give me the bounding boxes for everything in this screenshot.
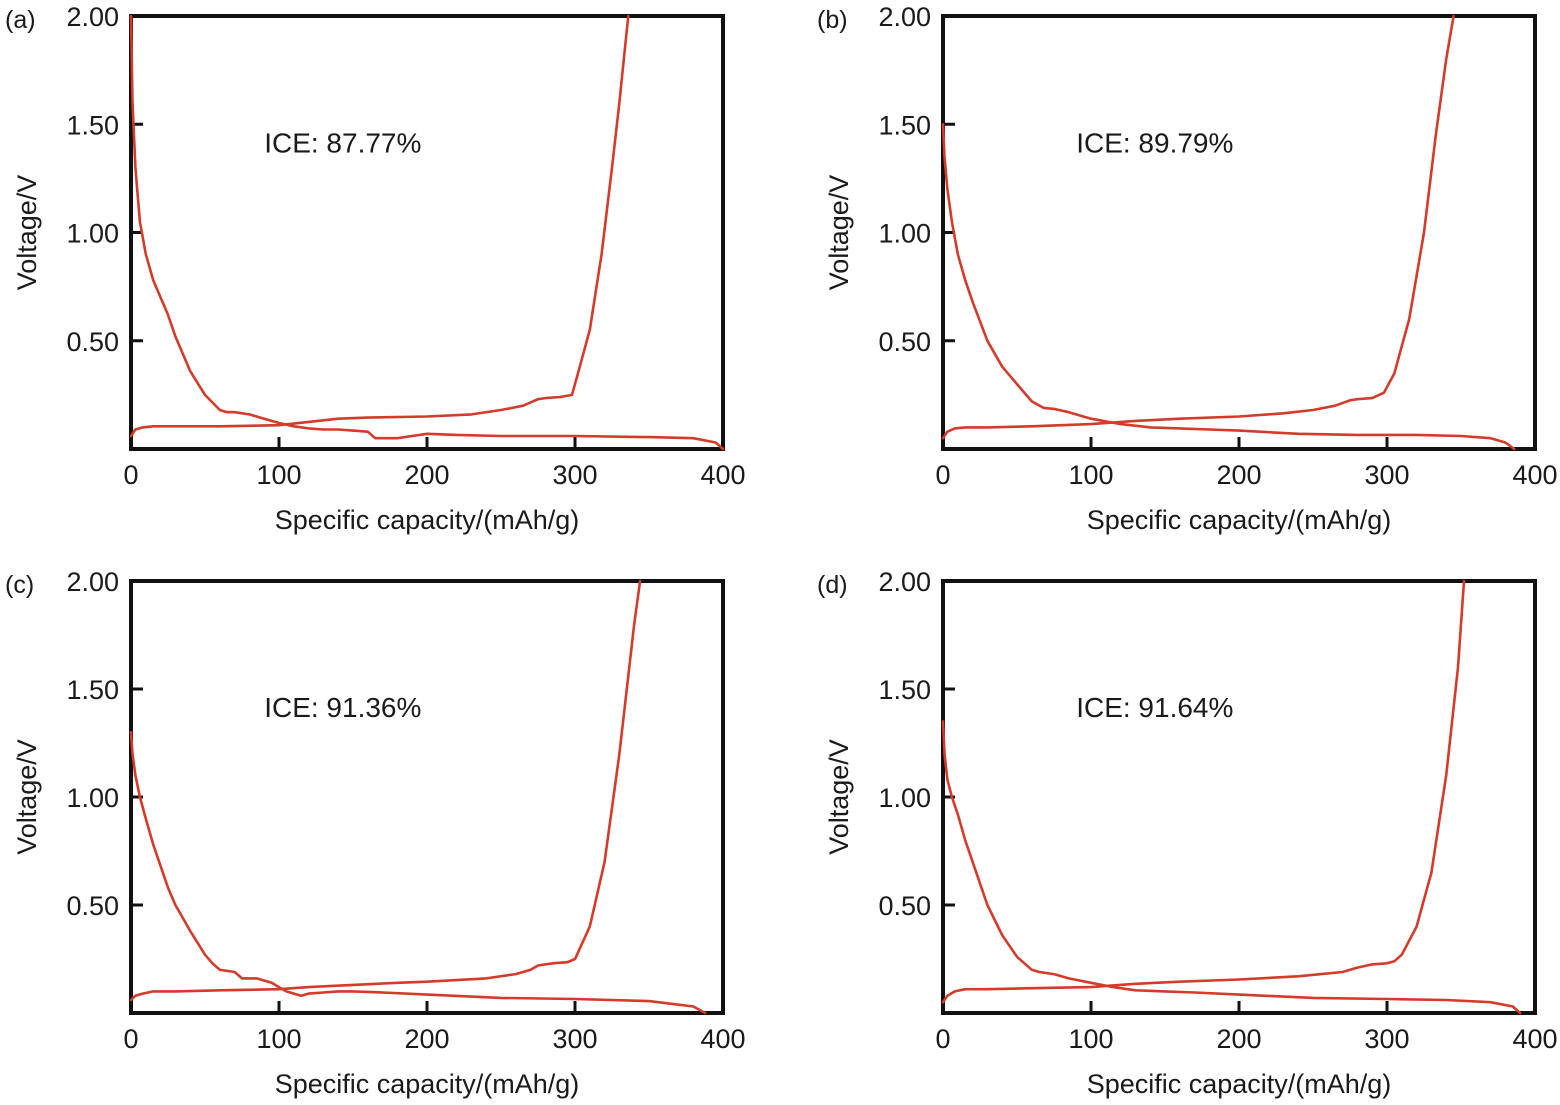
x-axis-label: Specific capacity/(mAh/g) [1087,1069,1392,1099]
panel-label: (b) [817,6,848,34]
x-tick-label: 0 [123,1024,138,1054]
charge-curve [941,14,1455,440]
ice-annotation: ICE: 91.36% [264,692,421,723]
x-tick-label: 400 [1512,1024,1557,1054]
y-tick-label: 1.00 [878,783,931,813]
y-axis-label: Voltage/V [12,175,42,291]
panel-label: (c) [5,571,34,599]
x-tick-label: 200 [404,460,449,490]
panel-label: (d) [817,571,848,599]
y-tick-label: 1.00 [66,219,119,249]
discharge-curve [941,123,1516,451]
y-tick-label: 1.00 [878,219,931,249]
y-tick-label: 1.50 [878,675,931,705]
x-axis-label: Specific capacity/(mAh/g) [275,1069,580,1099]
panel-a: 0 100 200 300 400 0.50 1.00 1.50 2.00 Specific ca… [5,2,746,535]
x-tick-label: 0 [935,1024,950,1054]
y-tick-label: 2.00 [66,567,119,597]
y-tick-label: 2.00 [878,567,931,597]
y-tick-label: 2.00 [878,2,931,32]
x-tick-label: 0 [935,460,950,490]
plot-frame [129,14,725,451]
x-tick-label: 300 [552,1024,597,1054]
panel-b: 0 100 200 300 400 0.50 1.00 1.50 2.00 Specific ca… [817,2,1558,535]
y-axis-label: Voltage/V [12,739,42,855]
x-tick-label: 100 [256,1024,301,1054]
x-tick-label: 200 [1216,1024,1261,1054]
discharge-curve [129,14,725,451]
y-tick-label: 1.50 [878,110,931,140]
x-tick-label: 400 [1512,460,1557,490]
plot-frame [941,14,1537,451]
x-axis-label: Specific capacity/(mAh/g) [275,505,580,535]
y-tick-label: 0.50 [66,327,119,357]
x-tick-label: 100 [256,460,301,490]
discharge-curve [129,730,707,1015]
plot-frame [941,579,1537,1015]
x-tick-label: 300 [1364,460,1409,490]
x-tick-label: 200 [404,1024,449,1054]
y-tick-label: 0.50 [878,891,931,921]
y-axis-label: Voltage/V [824,175,854,291]
x-tick-label: 100 [1068,460,1113,490]
ice-annotation: ICE: 89.79% [1076,127,1233,158]
x-tick-label: 400 [700,1024,745,1054]
x-tick-label: 100 [1068,1024,1113,1054]
x-axis-label: Specific capacity/(mAh/g) [1087,505,1392,535]
x-tick-label: 200 [1216,460,1261,490]
charge-curve [129,579,642,1002]
y-tick-label: 1.50 [66,110,119,140]
y-tick-label: 1.50 [66,675,119,705]
ice-annotation: ICE: 91.64% [1076,692,1233,723]
plot-frame [129,579,725,1015]
x-tick-label: 300 [552,460,597,490]
y-tick-label: 2.00 [66,2,119,32]
panel-label: (a) [5,6,36,34]
y-axis-label: Voltage/V [824,739,854,855]
y-tick-label: 1.00 [66,783,119,813]
charge-curve [941,579,1466,1004]
y-tick-label: 0.50 [878,327,931,357]
x-tick-label: 400 [700,460,745,490]
x-tick-label: 0 [123,460,138,490]
panel-c: 0 100 200 300 400 0.50 1.00 1.50 2.00 Specific ca… [5,567,746,1099]
y-tick-label: 0.50 [66,891,119,921]
charge-curve [129,14,630,438]
ice-annotation: ICE: 87.77% [264,127,421,158]
panel-d: 0 100 200 300 400 0.50 1.00 1.50 2.00 Specific ca… [817,567,1558,1099]
x-tick-label: 300 [1364,1024,1409,1054]
discharge-curve [941,720,1522,1015]
